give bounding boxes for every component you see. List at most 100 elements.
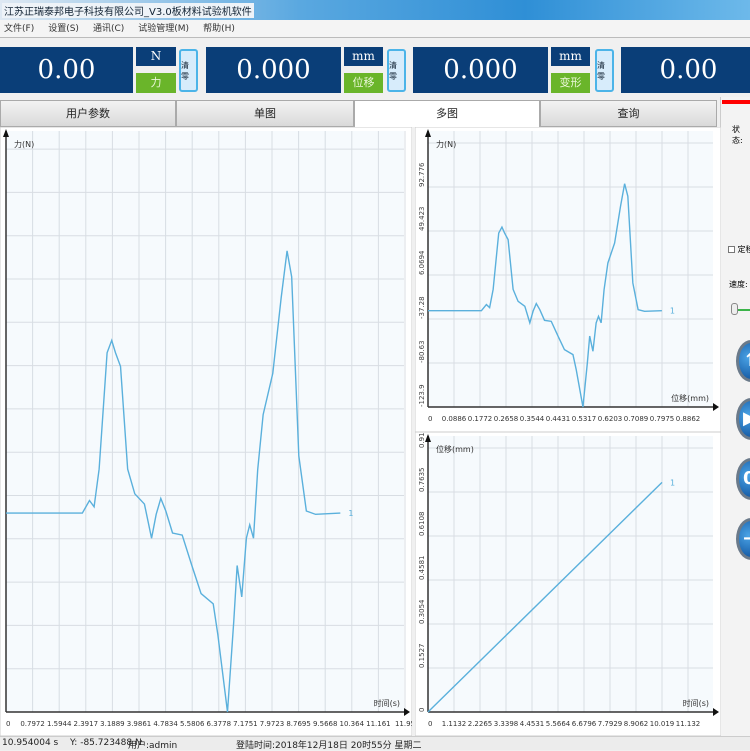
y-tick-label: 92.776 [418, 162, 426, 187]
force-zero-button[interactable]: 清零 [179, 49, 198, 92]
force-unit: N [136, 47, 176, 66]
x-tick-label: 0.6203 [598, 415, 623, 423]
tab-single-chart[interactable]: 单图 [176, 100, 354, 127]
tab-user-params[interactable]: 用户参数 [0, 100, 176, 127]
x-tick-label: 1.5944 [47, 720, 72, 728]
window-title: 江苏正瑞泰邦电子科技有限公司_V3.0板材料试验机软件 [2, 3, 254, 18]
y-tick-label: 0.6108 [418, 512, 426, 537]
y-tick-label: -80.63 [418, 340, 426, 363]
x-tick-label: 0 [6, 720, 10, 728]
x-tick-label: 0 [428, 415, 432, 423]
extra-readout: 0.00 [621, 47, 750, 93]
x-tick-label: 6.3778 [207, 720, 232, 728]
force-label: 力 [136, 73, 176, 93]
displacement-time-curve [427, 481, 663, 713]
x-tick-label: 0.3544 [520, 415, 545, 423]
y-tick-label: 0.91 [418, 432, 426, 448]
x-tick-label: 2.3917 [74, 720, 99, 728]
x-tick-label: 3.1889 [100, 720, 125, 728]
menu-help[interactable]: 帮助(H) [203, 24, 235, 34]
deformation-unit: mm [551, 47, 590, 66]
displacement-zero-button[interactable]: 清零 [387, 49, 406, 92]
x-tick-label: 1.1132 [442, 720, 467, 728]
status-indicator [722, 100, 750, 104]
x-tick-label: 0 [428, 720, 432, 728]
menu-file[interactable]: 文件(F) [4, 24, 35, 34]
y-tick-label: 0.7635 [418, 468, 426, 493]
force-time-chart[interactable]: 0 0.7972 1.5944 2.3917 3.1889 3.9861 4.7834 5.5… [0, 127, 412, 736]
x-tick-label: 0.7975 [650, 415, 675, 423]
x-tick-label: 0.8862 [676, 415, 701, 423]
y-axis-label: 力(N) [14, 139, 34, 149]
x-axis-label: 时间(s) [683, 698, 709, 708]
y-tick-label: -37.28 [418, 296, 426, 319]
status-bar: 10.954004 s Y: -85.723488 N 用户:admin 登陆时… [0, 736, 750, 751]
x-tick-label: 0.1772 [468, 415, 493, 423]
menu-test-mgmt[interactable]: 试验管理(M) [138, 24, 190, 34]
series-label: 1 [348, 509, 353, 518]
x-tick-label: 10.019 [650, 720, 675, 728]
status-x: 10.954004 s [2, 738, 59, 748]
y-axis-label: 位移(mm) [436, 444, 474, 454]
speed-label: 速度: [729, 280, 748, 289]
y-tick-label: -123.9 [418, 384, 426, 407]
up-arrow-icon: ↑ [743, 350, 750, 371]
x-tick-label: 0.2658 [494, 415, 519, 423]
y-axis-arrow-icon [425, 129, 431, 137]
x-tick-label: 3.9861 [127, 720, 152, 728]
status-login-time: 登陆时间:2018年12月18日 20时55分 星期二 [236, 741, 422, 751]
x-axis-arrow-icon [713, 708, 719, 716]
x-tick-label: 3.3398 [494, 720, 519, 728]
y-tick-label: 0 [418, 708, 426, 712]
x-tick-label: 0.7089 [624, 415, 649, 423]
x-tick-label: 7.9723 [260, 720, 285, 728]
y-tick-label: 49.423 [418, 207, 426, 232]
tab-multi-chart[interactable]: 多图 [354, 100, 540, 127]
status-y: Y: -85.723488 N [70, 738, 142, 748]
x-tick-label: 11.95 [395, 720, 412, 728]
series-label: 1 [670, 307, 675, 316]
x-tick-label: 7.7929 [598, 720, 623, 728]
y-tick-label: 6.0694 [418, 250, 426, 275]
x-axis-label: 时间(s) [374, 698, 400, 708]
displacement-unit: mm [344, 47, 383, 66]
x-axis-arrow-icon [713, 403, 719, 411]
menu-settings[interactable]: 设置(S) [48, 24, 79, 34]
displacement-time-chart[interactable]: 0 1.1132 2.2265 3.3398 4.4531 5.5664 6.6796 7.7… [415, 432, 721, 736]
y-tick-label: 0.3054 [418, 599, 426, 624]
y-axis-label: 力(N) [436, 139, 456, 149]
tab-query[interactable]: 查询 [540, 100, 717, 127]
deformation-zero-button[interactable]: 清零 [595, 49, 614, 92]
x-tick-label: 6.6796 [572, 720, 597, 728]
menu-bar: 文件(F) 设置(S) 通讯(C) 试验管理(M) 帮助(H) [0, 20, 750, 38]
plot-area [6, 131, 404, 712]
return-icon: → [743, 528, 750, 549]
force-displacement-curve [428, 183, 662, 408]
x-tick-label: 11.161 [366, 720, 391, 728]
y-axis-arrow-icon [425, 434, 431, 442]
menu-comm[interactable]: 通讯(C) [92, 24, 125, 34]
x-axis-label: 位移(mm) [671, 393, 709, 403]
title-bar: 江苏正瑞泰邦电子科技有限公司_V3.0板材料试验机软件 [0, 0, 750, 20]
x-tick-label: 4.4531 [520, 720, 545, 728]
fixed-disp-checkbox[interactable]: 定移 [728, 244, 750, 255]
x-axis-arrow-icon [404, 708, 410, 716]
x-tick-label: 8.9062 [624, 720, 649, 728]
force-displacement-chart[interactable]: 0 0.0886 0.1772 0.2658 0.3544 0.4431 0.5317 0.6… [415, 127, 721, 432]
x-tick-label: 0.5317 [572, 415, 597, 423]
force-readout: 0.00 [0, 47, 133, 93]
x-tick-label: 0.0886 [442, 415, 467, 423]
displacement-label: 位移 [344, 73, 383, 93]
series-label: 1 [670, 478, 675, 487]
y-axis-arrow-icon [3, 129, 9, 137]
x-tick-label: 5.5806 [180, 720, 205, 728]
speed-slider[interactable] [734, 309, 750, 311]
x-tick-label: 8.7695 [286, 720, 311, 728]
x-tick-label: 0.4431 [546, 415, 571, 423]
x-tick-label: 11.132 [676, 720, 701, 728]
x-tick-label: 4.7834 [153, 720, 178, 728]
status-label: 状态: [732, 125, 743, 145]
plot-area [428, 131, 713, 407]
y-tick-label: 0.4581 [418, 556, 426, 581]
speed-slider-handle[interactable] [731, 303, 738, 315]
